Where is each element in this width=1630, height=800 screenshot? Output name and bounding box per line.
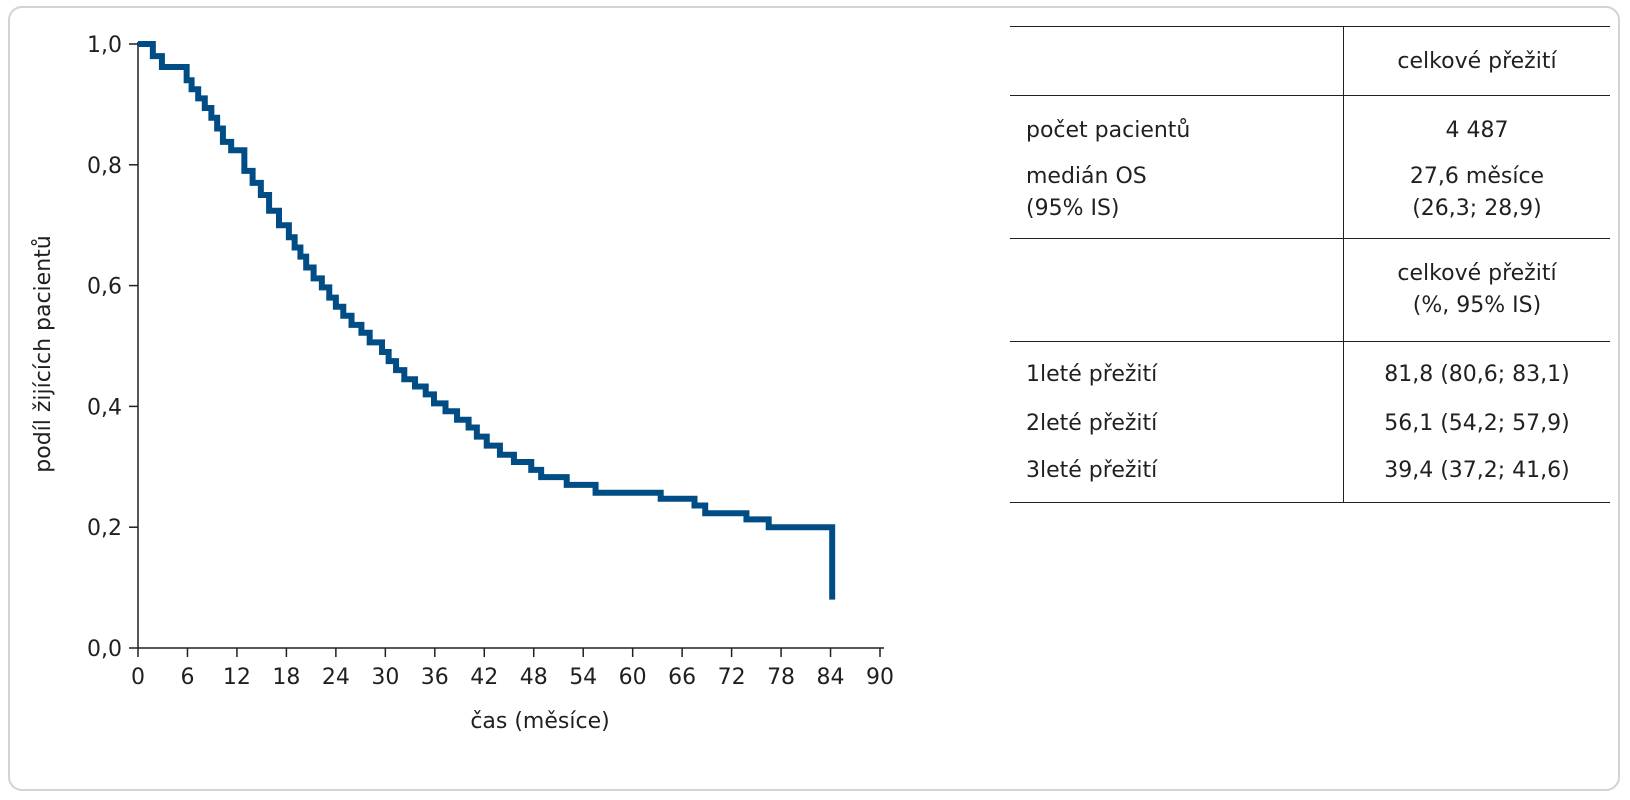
x-tick-label: 12 xyxy=(223,665,251,690)
table-header-row: celkové přežití xyxy=(1010,26,1610,96)
row-value: 81,8 (80,6; 83,1) xyxy=(1384,361,1570,387)
survival-stats-table: celkové přežití počet pacientů 4 487 med… xyxy=(1010,26,1610,503)
table-row: počet pacientů 4 487 xyxy=(1010,95,1610,158)
subheader-line1: celkové přežití xyxy=(1397,261,1557,286)
row-label: 3leté přežití xyxy=(1010,446,1344,503)
row-value-line1: 27,6 měsíce xyxy=(1409,164,1545,189)
y-tick-label: 0,6 xyxy=(87,275,122,300)
row-label: počet pacientů xyxy=(1010,95,1344,158)
x-tick-label: 30 xyxy=(371,665,399,690)
figure-frame xyxy=(8,6,1620,791)
x-tick-label: 18 xyxy=(272,665,300,690)
chart-ticks: 0 6 12 18 24 30 36 42 48 54 60 66 72 78 84 90 0,0 0,2 0,4 0… xyxy=(87,33,894,690)
survival-chart: 0 6 12 18 24 30 36 42 48 54 60 66 72 78 84 90 0,0 0,2 0,4 0… xyxy=(31,33,894,734)
table-subheader-label: celkové přežití (%, 95% IS) xyxy=(1343,238,1610,342)
x-tick-label: 90 xyxy=(866,665,894,690)
y-tick-label: 1,0 xyxy=(87,33,122,58)
chart-axes xyxy=(137,42,884,649)
row-label: medián OS (95% IS) xyxy=(1010,158,1344,239)
y-tick-label: 0,4 xyxy=(87,395,122,420)
table-row: 1leté přežití 81,8 (80,6; 83,1) xyxy=(1010,341,1610,400)
table-row: 3leté přežití 39,4 (37,2; 41,6) xyxy=(1010,446,1610,503)
row-label: 1leté přežití xyxy=(1010,341,1344,400)
row-value: 39,4 (37,2; 41,6) xyxy=(1343,446,1610,503)
x-tick-label: 48 xyxy=(520,665,548,690)
y-tick-label: 0,8 xyxy=(87,154,122,179)
x-tick-label: 36 xyxy=(421,665,449,690)
x-tick-label: 60 xyxy=(619,665,647,690)
table-header-empty xyxy=(1010,26,1344,96)
row-label-line1: medián OS xyxy=(1026,164,1147,189)
row-label: 2leté přežití xyxy=(1010,400,1344,446)
y-tick-label: 0,2 xyxy=(87,516,122,541)
x-tick-label: 72 xyxy=(718,665,746,690)
survival-curve xyxy=(138,41,836,600)
row-value: 27,6 měsíce (26,3; 28,9) xyxy=(1344,158,1611,239)
table-row: medián OS (95% IS) 27,6 měsíce (26,3; 28… xyxy=(1010,158,1610,239)
x-axis-label: čas (měsíce) xyxy=(470,709,609,734)
row-value: 56,1 (54,2; 57,9) xyxy=(1384,410,1570,436)
x-tick-label: 42 xyxy=(470,665,498,690)
x-tick-label: 66 xyxy=(668,665,696,690)
table-subheader-row: celkové přežití (%, 95% IS) xyxy=(1010,238,1610,342)
subheader-line2: (%, 95% IS) xyxy=(1412,293,1542,318)
row-value: 4 487 xyxy=(1445,117,1509,143)
x-tick-label: 84 xyxy=(817,665,845,690)
table-header-label: celkové přežití xyxy=(1343,26,1610,96)
y-axis-label: podíl žijících pacientů xyxy=(31,235,56,472)
chart-series xyxy=(138,41,836,600)
table-row: 2leté přežití 56,1 (54,2; 57,9) xyxy=(1010,400,1610,446)
x-tick-label: 54 xyxy=(569,665,597,690)
row-value-line2: (26,3; 28,9) xyxy=(1412,196,1542,221)
x-tick-label: 24 xyxy=(322,665,350,690)
x-tick-label: 0 xyxy=(131,665,145,690)
table-subheader-empty xyxy=(1010,238,1344,342)
x-tick-label: 6 xyxy=(180,665,194,690)
row-label-line2: (95% IS) xyxy=(1026,196,1120,221)
y-tick-label: 0,0 xyxy=(87,637,122,662)
x-tick-label: 78 xyxy=(767,665,795,690)
